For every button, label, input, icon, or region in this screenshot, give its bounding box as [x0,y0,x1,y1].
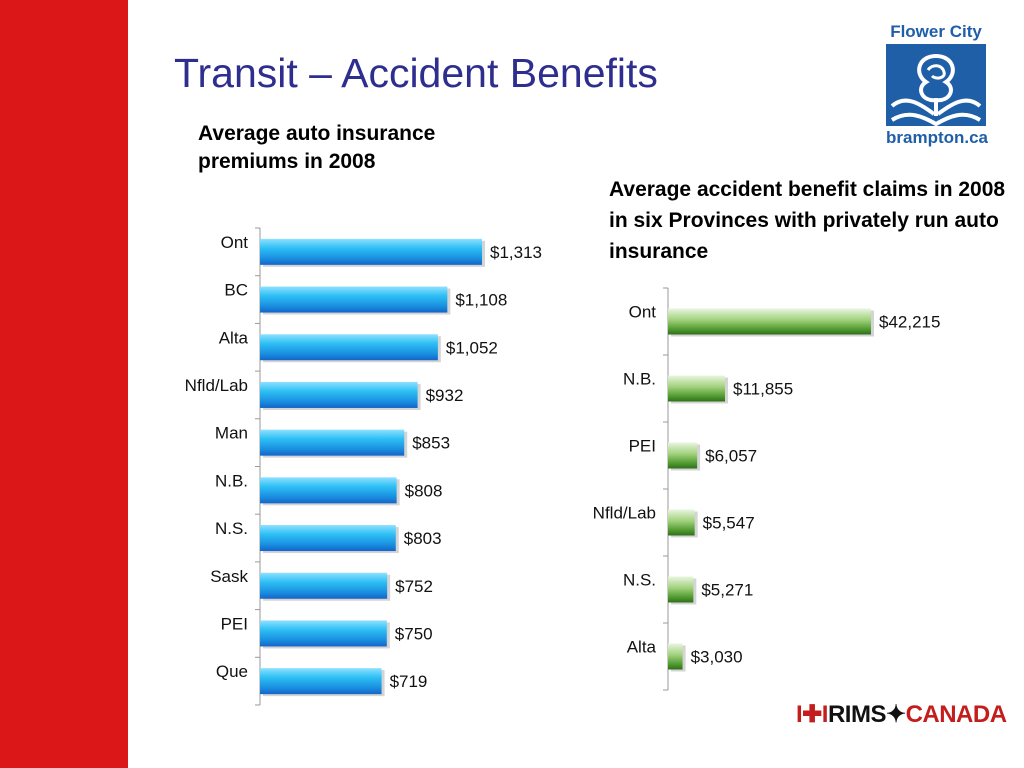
claims-category-label: Alta [627,638,657,657]
runner-icon: ✦ [885,701,906,728]
flower-city-rose-icon [886,44,986,126]
premiums-category-label: Alta [219,328,249,347]
premiums-bar [260,238,482,265]
claims-value-label: $42,215 [879,313,940,332]
claims-chart: Ont $42,215 N.B. $11,855 PEI $6,057 Nfld/Lab $5… [593,287,940,691]
claims-value-label: $5,271 [701,581,753,600]
flower-city-logo: Flower City brampton.ca [886,22,989,148]
premiums-bar [260,477,397,504]
slide-title: Transit – Accident Benefits [174,50,658,96]
claims-category-label: N.B. [623,370,656,389]
premiums-value-label: $803 [404,529,442,548]
claims-value-label: $6,057 [705,447,757,466]
premiums-category-label: N.B. [215,471,248,490]
premiums-bar [260,620,387,647]
premiums-value-label: $719 [390,672,428,691]
premiums-bar [260,381,418,408]
claims-category-label: PEI [629,437,656,456]
premiums-bar [260,334,438,361]
logo-bottom-text: brampton.ca [886,128,989,147]
premiums-bar [260,668,382,695]
premiums-chart: Ont $1,313 BC $1,108 Alta $1,052 Nfld/Lab $932 M… [185,227,542,706]
premiums-value-label: $1,313 [490,243,542,262]
claims-bar [668,643,683,670]
premiums-value-label: $1,108 [455,291,507,310]
claims-bar [668,509,695,536]
premiums-value-label: $932 [426,386,464,405]
premiums-bar [260,429,405,456]
claims-bar [668,308,871,335]
premiums-chart-heading: Average auto insurance premiums in 2008 [198,122,436,173]
rims-canada-logo: I✚IRIMS✦CANADA [796,700,1007,729]
premiums-value-label: $752 [395,577,433,596]
claims-value-label: $3,030 [691,648,743,667]
premiums-value-label: $853 [412,434,450,453]
premiums-category-label: Sask [210,567,248,586]
claims-bar [668,375,726,402]
premiums-value-label: $750 [395,624,433,643]
premiums-category-label: Man [215,424,248,443]
premiums-category-label: N.S. [215,519,248,538]
premiums-category-label: PEI [221,614,248,633]
rims-text: RIMS [827,701,887,728]
premiums-category-label: Nfld/Lab [185,376,248,395]
premiums-value-label: $1,052 [446,338,498,357]
claims-category-label: Nfld/Lab [593,504,656,523]
claims-value-label: $11,855 [733,380,793,399]
premiums-category-label: Que [216,662,248,681]
premiums-bar [260,525,396,552]
premiums-bar [260,286,448,313]
premiums-bar [260,572,388,599]
red-accent-bar [0,0,128,768]
premiums-value-label: $808 [405,481,443,500]
premiums-category-label: Ont [221,233,249,252]
claims-bar [668,576,694,603]
claims-bar [668,442,698,469]
claims-chart-heading: Average accident benefit claims in 2008 … [609,178,1006,263]
claims-value-label: $5,547 [703,514,755,533]
claims-category-label: Ont [629,303,657,322]
premiums-category-label: BC [224,281,248,300]
logo-top-text: Flower City [890,22,982,41]
canada-text: CANADA [905,701,1008,728]
claims-category-label: N.S. [623,571,656,590]
canada-flag-icon: I✚I [796,701,828,728]
